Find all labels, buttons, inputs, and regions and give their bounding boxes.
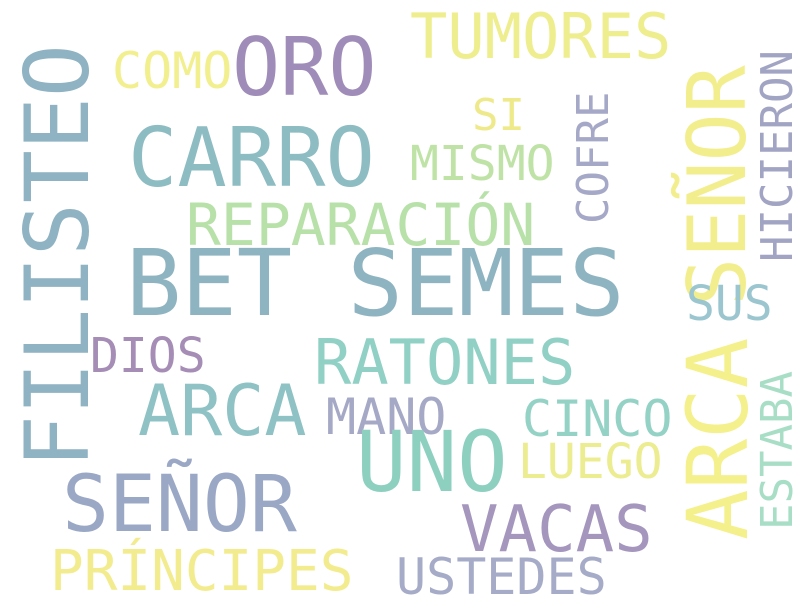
word-bet-semes: BET SEMES — [126, 230, 625, 337]
word-como: COMO — [112, 42, 233, 100]
word-vacas: VACAS — [460, 493, 653, 567]
word-dios: DIOS — [90, 328, 206, 384]
word-carro: CARRO — [128, 111, 375, 206]
word-uno: UNO — [356, 413, 508, 511]
word-mismo: MISMO — [410, 136, 555, 192]
word-senor: SEÑOR — [62, 460, 297, 550]
word-principes: PRÍNCIPES — [50, 539, 354, 600]
word-oro: ORO — [232, 21, 377, 114]
word-filisteo: FILISTEO — [6, 44, 109, 468]
word-sus: SUS — [686, 276, 773, 332]
word-cinco: CINCO — [522, 390, 673, 448]
word-estaba: ESTABA — [752, 371, 800, 530]
word-tumores: TUMORES — [410, 0, 672, 73]
word-arca: ARCA — [138, 370, 307, 452]
word-mano: MANO — [326, 388, 447, 446]
word-ratones: RATONES — [314, 326, 576, 399]
word-hicieron: HICIERON — [752, 50, 800, 262]
word-si: SI — [472, 90, 525, 141]
word-senor-vertical: SEÑOR — [671, 65, 764, 306]
word-ustedes: USTEDES — [396, 548, 607, 600]
word-reparacion: REPARACIÓN — [186, 191, 536, 259]
word-arca-vertical: ARCA — [669, 337, 767, 540]
word-luego: LUEGO — [518, 434, 663, 490]
word-cofre: COFRE — [568, 91, 619, 224]
